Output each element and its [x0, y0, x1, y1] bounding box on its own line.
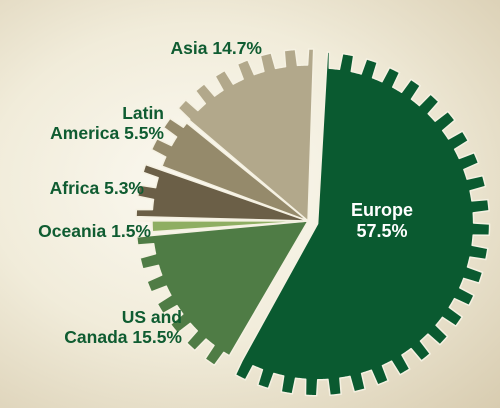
label-africa-line1: Africa 5.3%	[49, 178, 144, 198]
pie-slice-africa	[135, 163, 309, 222]
label-oceania: Oceania 1.5%	[38, 221, 151, 241]
label-us-canada-line1: US and	[121, 307, 182, 327]
label-africa: Africa 5.3%	[50, 178, 144, 198]
label-europe: Europe 57.5%	[332, 200, 432, 242]
pie-slice-asia	[177, 48, 315, 222]
pie-slice-europe	[234, 51, 491, 397]
label-latin-america-line1: Latin	[122, 103, 164, 123]
label-europe-line2: 57.5%	[356, 221, 408, 241]
label-latin-america: Latin America 5.5%	[50, 103, 164, 143]
pie-slice-us-and-canada	[135, 220, 309, 367]
label-us-and-canada: US and Canada 15.5%	[64, 307, 182, 347]
label-asia: Asia 14.7%	[171, 38, 262, 58]
label-latin-america-line2: America 5.5%	[50, 123, 164, 143]
label-europe-line1: Europe	[350, 200, 413, 220]
label-us-canada-line2: Canada 15.5%	[64, 327, 182, 347]
pie-slice-oceania	[135, 219, 309, 233]
label-asia-line1: Asia 14.7%	[170, 38, 262, 58]
pie-slice-latin-america	[150, 117, 309, 222]
label-oceania-line1: Oceania 1.5%	[38, 221, 151, 241]
